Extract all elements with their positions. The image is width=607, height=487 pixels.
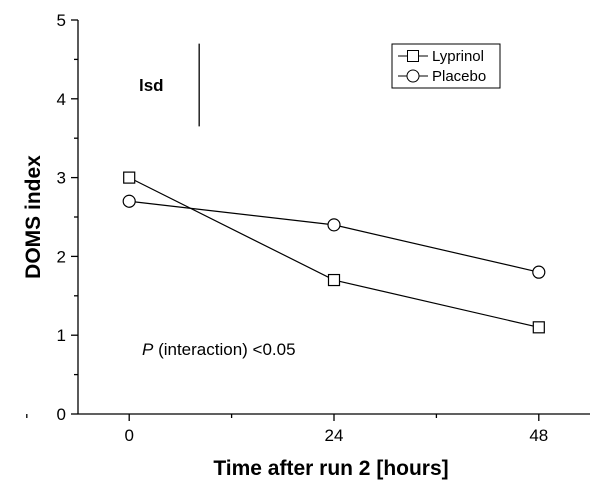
x-tick-label: 48: [529, 426, 548, 445]
p-value-italic: P: [142, 340, 154, 359]
series-layer: [122, 171, 546, 334]
data-point-placebo: [122, 194, 136, 208]
p-value-annotation: P (interaction) <0.05: [142, 340, 296, 359]
y-tick-label: 2: [57, 247, 66, 266]
data-point-lyprinol: [123, 171, 136, 184]
x-tick-label: 0: [124, 426, 133, 445]
y-tick-label: 0: [57, 405, 66, 424]
series-line-lyprinol: [128, 177, 539, 328]
p-value-rest: (interaction) <0.05: [153, 340, 295, 359]
y-tick-label: 5: [57, 11, 66, 30]
legend-item-placebo: Placebo: [398, 68, 486, 85]
series-line-placebo: [129, 200, 539, 273]
x-tick-label: 24: [325, 426, 344, 445]
legend-label-placebo: Placebo: [432, 68, 486, 85]
data-point-lyprinol: [532, 321, 545, 334]
lsd-label: lsd: [139, 76, 164, 95]
data-point-placebo: [327, 218, 341, 232]
lsd-annotation: lsd: [139, 43, 200, 127]
y-axis-title: DOMS index: [22, 155, 45, 279]
legend-square-marker: [407, 50, 419, 62]
y-tick-label: 4: [57, 90, 66, 109]
x-axis-title: Time after run 2 [hours]: [213, 457, 448, 480]
y-tick-label: 1: [57, 326, 66, 345]
x-axis-ticks: 0 24 48: [26, 414, 548, 445]
data-point-lyprinol: [327, 273, 341, 287]
y-axis-ticks: 0 1 2 3 4 5: [57, 11, 78, 424]
legend-label-lyprinol: Lyprinol: [432, 48, 484, 65]
legend: Lyprinol Placebo: [391, 43, 501, 89]
legend-circle-marker: [406, 69, 420, 83]
legend-item-lyprinol: Lyprinol: [398, 48, 484, 65]
data-point-placebo: [532, 265, 546, 279]
y-tick-label: 3: [57, 169, 66, 188]
